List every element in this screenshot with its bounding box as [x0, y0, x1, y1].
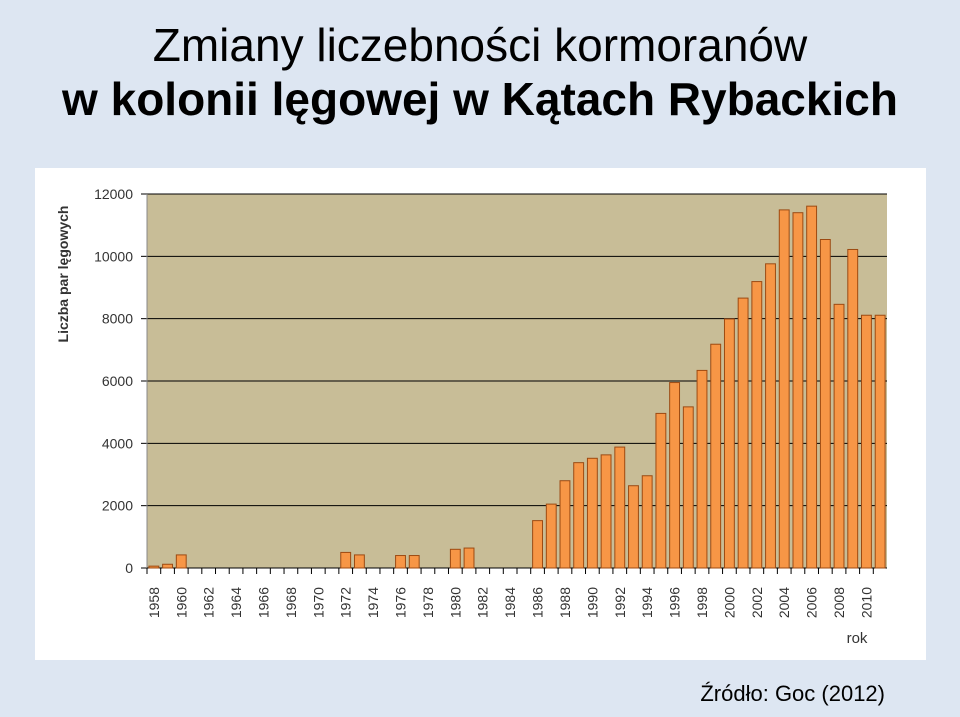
bar-1960 — [175, 554, 187, 569]
y-tick-label: 12000 — [94, 186, 133, 202]
x-tick-label: 2004 — [776, 587, 792, 618]
x-tick-label: 1988 — [557, 587, 573, 618]
bar-1999 — [710, 343, 722, 569]
y-tick-label: 0 — [125, 560, 133, 576]
bar-2010 — [861, 314, 872, 569]
bar-1992 — [614, 446, 626, 569]
x-tick-label: 1980 — [447, 587, 463, 618]
bar-1989 — [573, 462, 585, 569]
x-tick-label: 1972 — [338, 587, 354, 618]
bar-2009 — [847, 248, 859, 569]
y-tick-label: 2000 — [102, 498, 133, 514]
bar-1994 — [641, 475, 653, 569]
x-tick-label: 1966 — [255, 587, 271, 618]
x-tick-label: 1958 — [146, 587, 162, 618]
bar-2004 — [778, 209, 790, 569]
x-tick-label: 1998 — [694, 587, 710, 618]
x-tick-label: 1970 — [310, 587, 326, 618]
x-tick-label: 1974 — [365, 587, 381, 618]
bar-1995 — [655, 412, 667, 569]
bar-1980 — [449, 548, 461, 569]
title-line-1: Zmiany liczebności kormoranów — [152, 19, 808, 71]
y-axis-label: Liczba par lęgowych — [55, 206, 71, 343]
x-tick-label: 1962 — [201, 587, 217, 618]
x-tick-label: 1992 — [612, 587, 628, 618]
bar-1958 — [148, 565, 160, 569]
bar-1990 — [586, 457, 598, 569]
bar-1993 — [628, 485, 639, 569]
bar-1988 — [559, 480, 571, 569]
bar-1997 — [682, 406, 694, 569]
y-tick-label: 8000 — [102, 311, 133, 327]
bar-1998 — [696, 369, 708, 569]
bar-1973 — [353, 554, 365, 569]
x-tick-label: 1996 — [667, 587, 683, 618]
x-tick-label: 1978 — [420, 587, 436, 618]
bar-2000 — [723, 318, 735, 569]
bar-2011 — [874, 314, 886, 569]
x-tick-label: 1960 — [173, 587, 189, 618]
bar-2003 — [765, 263, 776, 569]
bar-1977 — [408, 555, 420, 569]
slide-title: Zmiany liczebności kormoranów w kolonii … — [0, 18, 960, 126]
x-tick-label: 2000 — [721, 587, 737, 618]
bar-1996 — [669, 382, 681, 569]
bar-chart: 0 2000 4000 6000 8000 10000 12000 1958 1960 1962 1… — [55, 186, 887, 647]
bar-1959 — [162, 563, 173, 569]
bar-1976 — [395, 555, 406, 569]
source-caption: Źródło: Goc (2012) — [700, 681, 885, 706]
title-line-2: w kolonii lęgowej w Kątach Rybackich — [62, 73, 898, 125]
x-tick-label: 2002 — [749, 587, 765, 618]
bar-1981 — [463, 547, 475, 569]
x-tick-label: 1984 — [502, 587, 518, 618]
bar-2008 — [833, 303, 845, 569]
x-tick-label: 1982 — [475, 587, 491, 618]
x-tick-label: 1976 — [393, 587, 409, 618]
bar-2005 — [792, 212, 804, 569]
chart-panel: 0 2000 4000 6000 8000 10000 12000 1958 1960 1962 1… — [35, 168, 926, 660]
bar-1987 — [545, 503, 557, 569]
bar-1972 — [340, 551, 352, 569]
x-tick-label: 1964 — [228, 587, 244, 618]
bar-1991 — [600, 454, 612, 569]
x-tick-label: 1990 — [584, 587, 600, 618]
x-tick-label: 1968 — [283, 587, 299, 618]
y-tick-label: 10000 — [94, 248, 133, 264]
bar-2007 — [819, 239, 831, 569]
bar-2006 — [806, 205, 818, 569]
x-tick-label: 2006 — [804, 587, 820, 618]
bar-1986 — [532, 520, 543, 569]
x-axis-label: rok — [847, 630, 868, 647]
y-tick-label: 4000 — [102, 435, 133, 451]
x-tick-label: 2010 — [858, 587, 874, 618]
x-tick-label: 1994 — [639, 587, 655, 618]
y-tick-label: 6000 — [102, 373, 133, 389]
x-tick-label: 1986 — [530, 587, 546, 618]
bar-2002 — [751, 281, 763, 569]
bar-2001 — [737, 297, 749, 569]
x-tick-label: 2008 — [831, 587, 847, 618]
